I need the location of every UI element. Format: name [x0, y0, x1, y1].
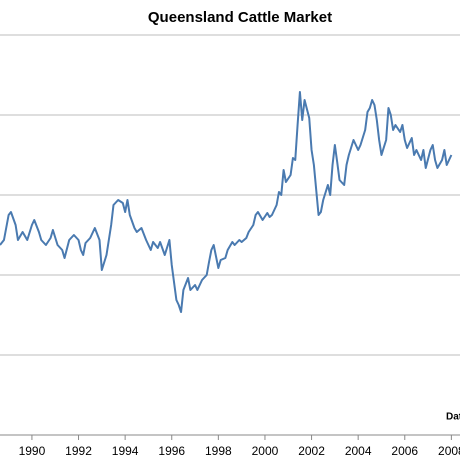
x-tick-label: 2004 [345, 444, 372, 458]
data-line [0, 91, 453, 313]
x-tick-label: 1998 [205, 444, 232, 458]
x-tick-label: 2006 [391, 444, 418, 458]
chart-title: Queensland Cattle Market [148, 9, 332, 26]
x-tick-label: 2002 [298, 444, 325, 458]
x-tick-label: 1996 [158, 444, 185, 458]
x-tick-label: 1990 [19, 444, 46, 458]
x-tick-label: 2008 [438, 444, 460, 458]
annotation: Data [446, 412, 460, 423]
x-tick-label: 1992 [65, 444, 92, 458]
x-tick-label: 2000 [252, 444, 279, 458]
x-tick-label: 1994 [112, 444, 139, 458]
